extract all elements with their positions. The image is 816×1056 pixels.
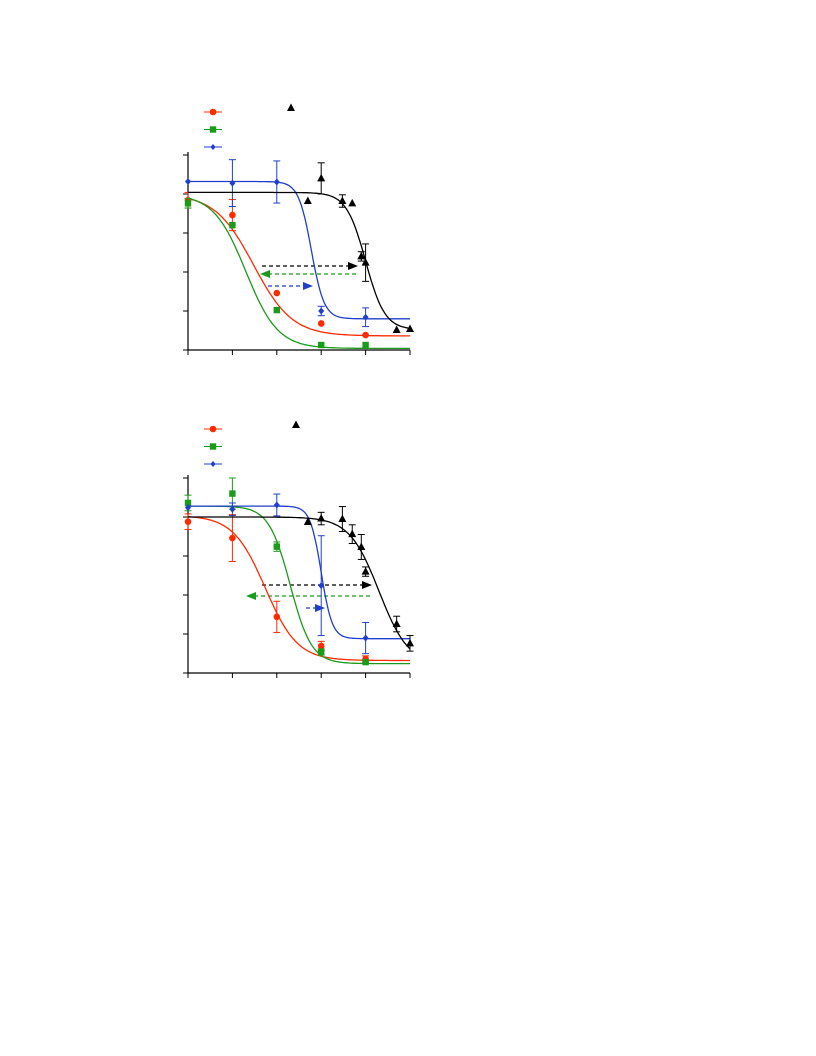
marker — [317, 642, 325, 650]
marker — [318, 307, 325, 315]
marker — [184, 200, 192, 207]
marker — [184, 499, 192, 507]
shift-arrows — [246, 262, 372, 612]
fit-curve — [187, 197, 410, 337]
marker — [303, 517, 312, 525]
marker — [303, 196, 312, 205]
marker — [406, 324, 414, 332]
marker — [362, 341, 369, 349]
legend-marker — [287, 103, 295, 111]
arrow-head — [348, 262, 358, 270]
marker — [338, 514, 347, 523]
fit-curve — [187, 515, 410, 662]
fit-curve — [188, 191, 411, 330]
legend-marker — [209, 425, 217, 433]
chart — [183, 420, 414, 678]
marker — [184, 518, 192, 525]
marker — [348, 529, 357, 538]
legend-marker — [292, 420, 300, 428]
marker — [229, 179, 236, 187]
arrow-head — [260, 270, 270, 278]
marker — [317, 514, 326, 522]
marker — [273, 306, 280, 314]
arrow-head — [303, 282, 313, 290]
legend-marker — [209, 126, 217, 133]
marker — [392, 619, 401, 628]
marker — [273, 613, 281, 621]
marker — [229, 211, 236, 219]
fit-curve — [188, 505, 410, 640]
marker — [229, 505, 236, 513]
marker — [318, 582, 325, 590]
legend-marker — [210, 461, 216, 467]
marker — [185, 504, 191, 512]
marker — [361, 567, 370, 575]
marker — [392, 325, 401, 334]
marker — [362, 658, 369, 666]
marker — [273, 178, 280, 186]
arrow-head — [362, 581, 372, 589]
marker — [318, 341, 325, 349]
marker — [406, 638, 414, 647]
fit-curve — [188, 516, 411, 650]
marker — [362, 634, 369, 642]
arrow-head — [315, 604, 325, 612]
marker — [338, 196, 347, 205]
fit-curve — [187, 197, 410, 350]
marker — [185, 178, 191, 186]
marker — [361, 258, 370, 266]
marker — [318, 648, 325, 656]
marker — [229, 534, 236, 542]
marker — [273, 543, 280, 550]
marker — [273, 289, 281, 297]
marker — [357, 542, 366, 550]
marker — [362, 313, 369, 321]
marker — [317, 173, 326, 182]
legend-marker — [210, 144, 216, 150]
marker — [229, 490, 236, 497]
marker — [317, 320, 325, 327]
chart — [183, 103, 414, 355]
fit-curve — [188, 180, 410, 320]
marker — [348, 198, 357, 207]
marker — [362, 331, 369, 339]
legend-marker — [209, 108, 217, 116]
marker — [229, 222, 236, 229]
marker — [273, 501, 280, 509]
arrow-head — [246, 592, 256, 600]
legend-marker — [209, 443, 217, 450]
marker — [357, 251, 366, 260]
